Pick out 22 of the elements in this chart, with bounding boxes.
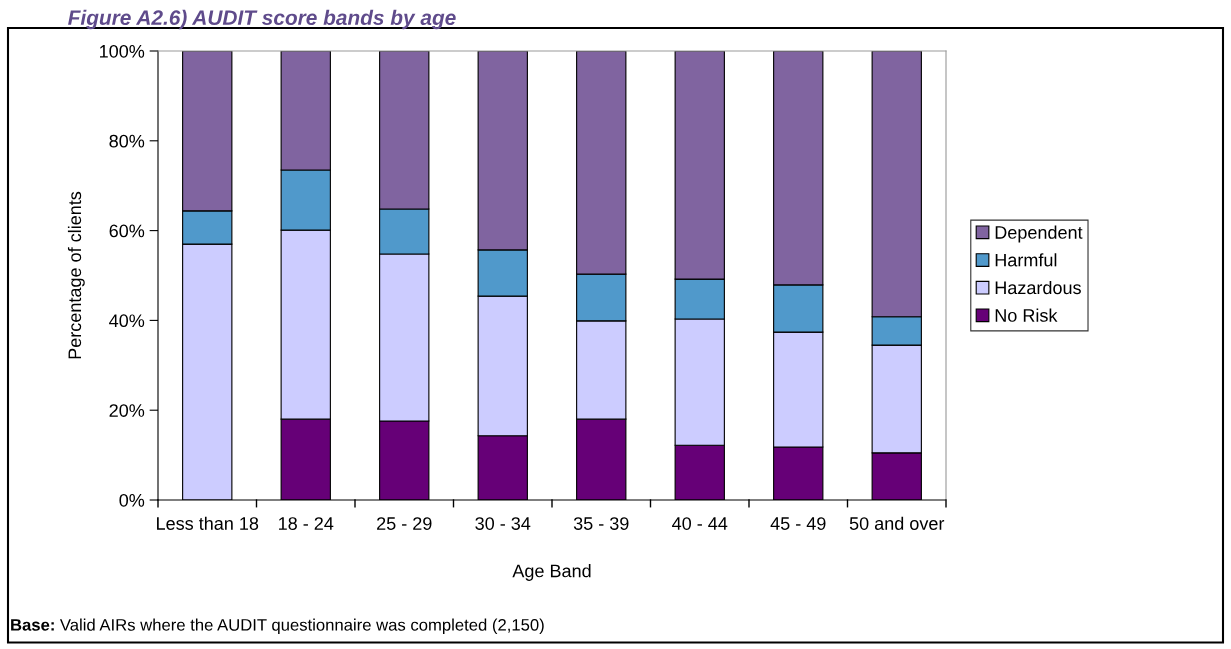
legend-label: Dependent [995, 225, 1083, 243]
x-tick-label: 45 - 49 [770, 517, 826, 530]
x-tick-label: 40 - 44 [672, 517, 728, 530]
y-tick-label: 80% [109, 134, 145, 148]
y-tick-label: 60% [109, 224, 145, 238]
x-tick-label: 35 - 39 [573, 517, 629, 530]
y-tick-label: 100% [100, 44, 145, 58]
legend-label: Hazardous [995, 280, 1081, 295]
x-tick-label: Less than 18 [157, 516, 259, 530]
x-tick-label: 30 - 34 [475, 517, 531, 530]
x-axis-title: Age Band [512, 564, 591, 581]
chart-title: Figure A2.6) AUDIT score bands by age [68, 9, 456, 30]
y-tick-label: 0% [119, 493, 145, 507]
legend-label: Harmful [995, 253, 1057, 267]
legend-label: No Risk [995, 308, 1058, 322]
x-tick-label: 50 and over [849, 516, 945, 530]
text: Base: Valid AIRs where the AUDIT questionnaire was completed (2,150) [11, 618, 544, 635]
y-axis-title: Percentage of clients [67, 191, 85, 359]
y-tick-label: 40% [109, 314, 145, 328]
y-tick-label: 20% [109, 404, 145, 417]
x-tick-label: 25 - 29 [377, 517, 432, 530]
x-tick-label: 18 - 24 [279, 517, 334, 530]
